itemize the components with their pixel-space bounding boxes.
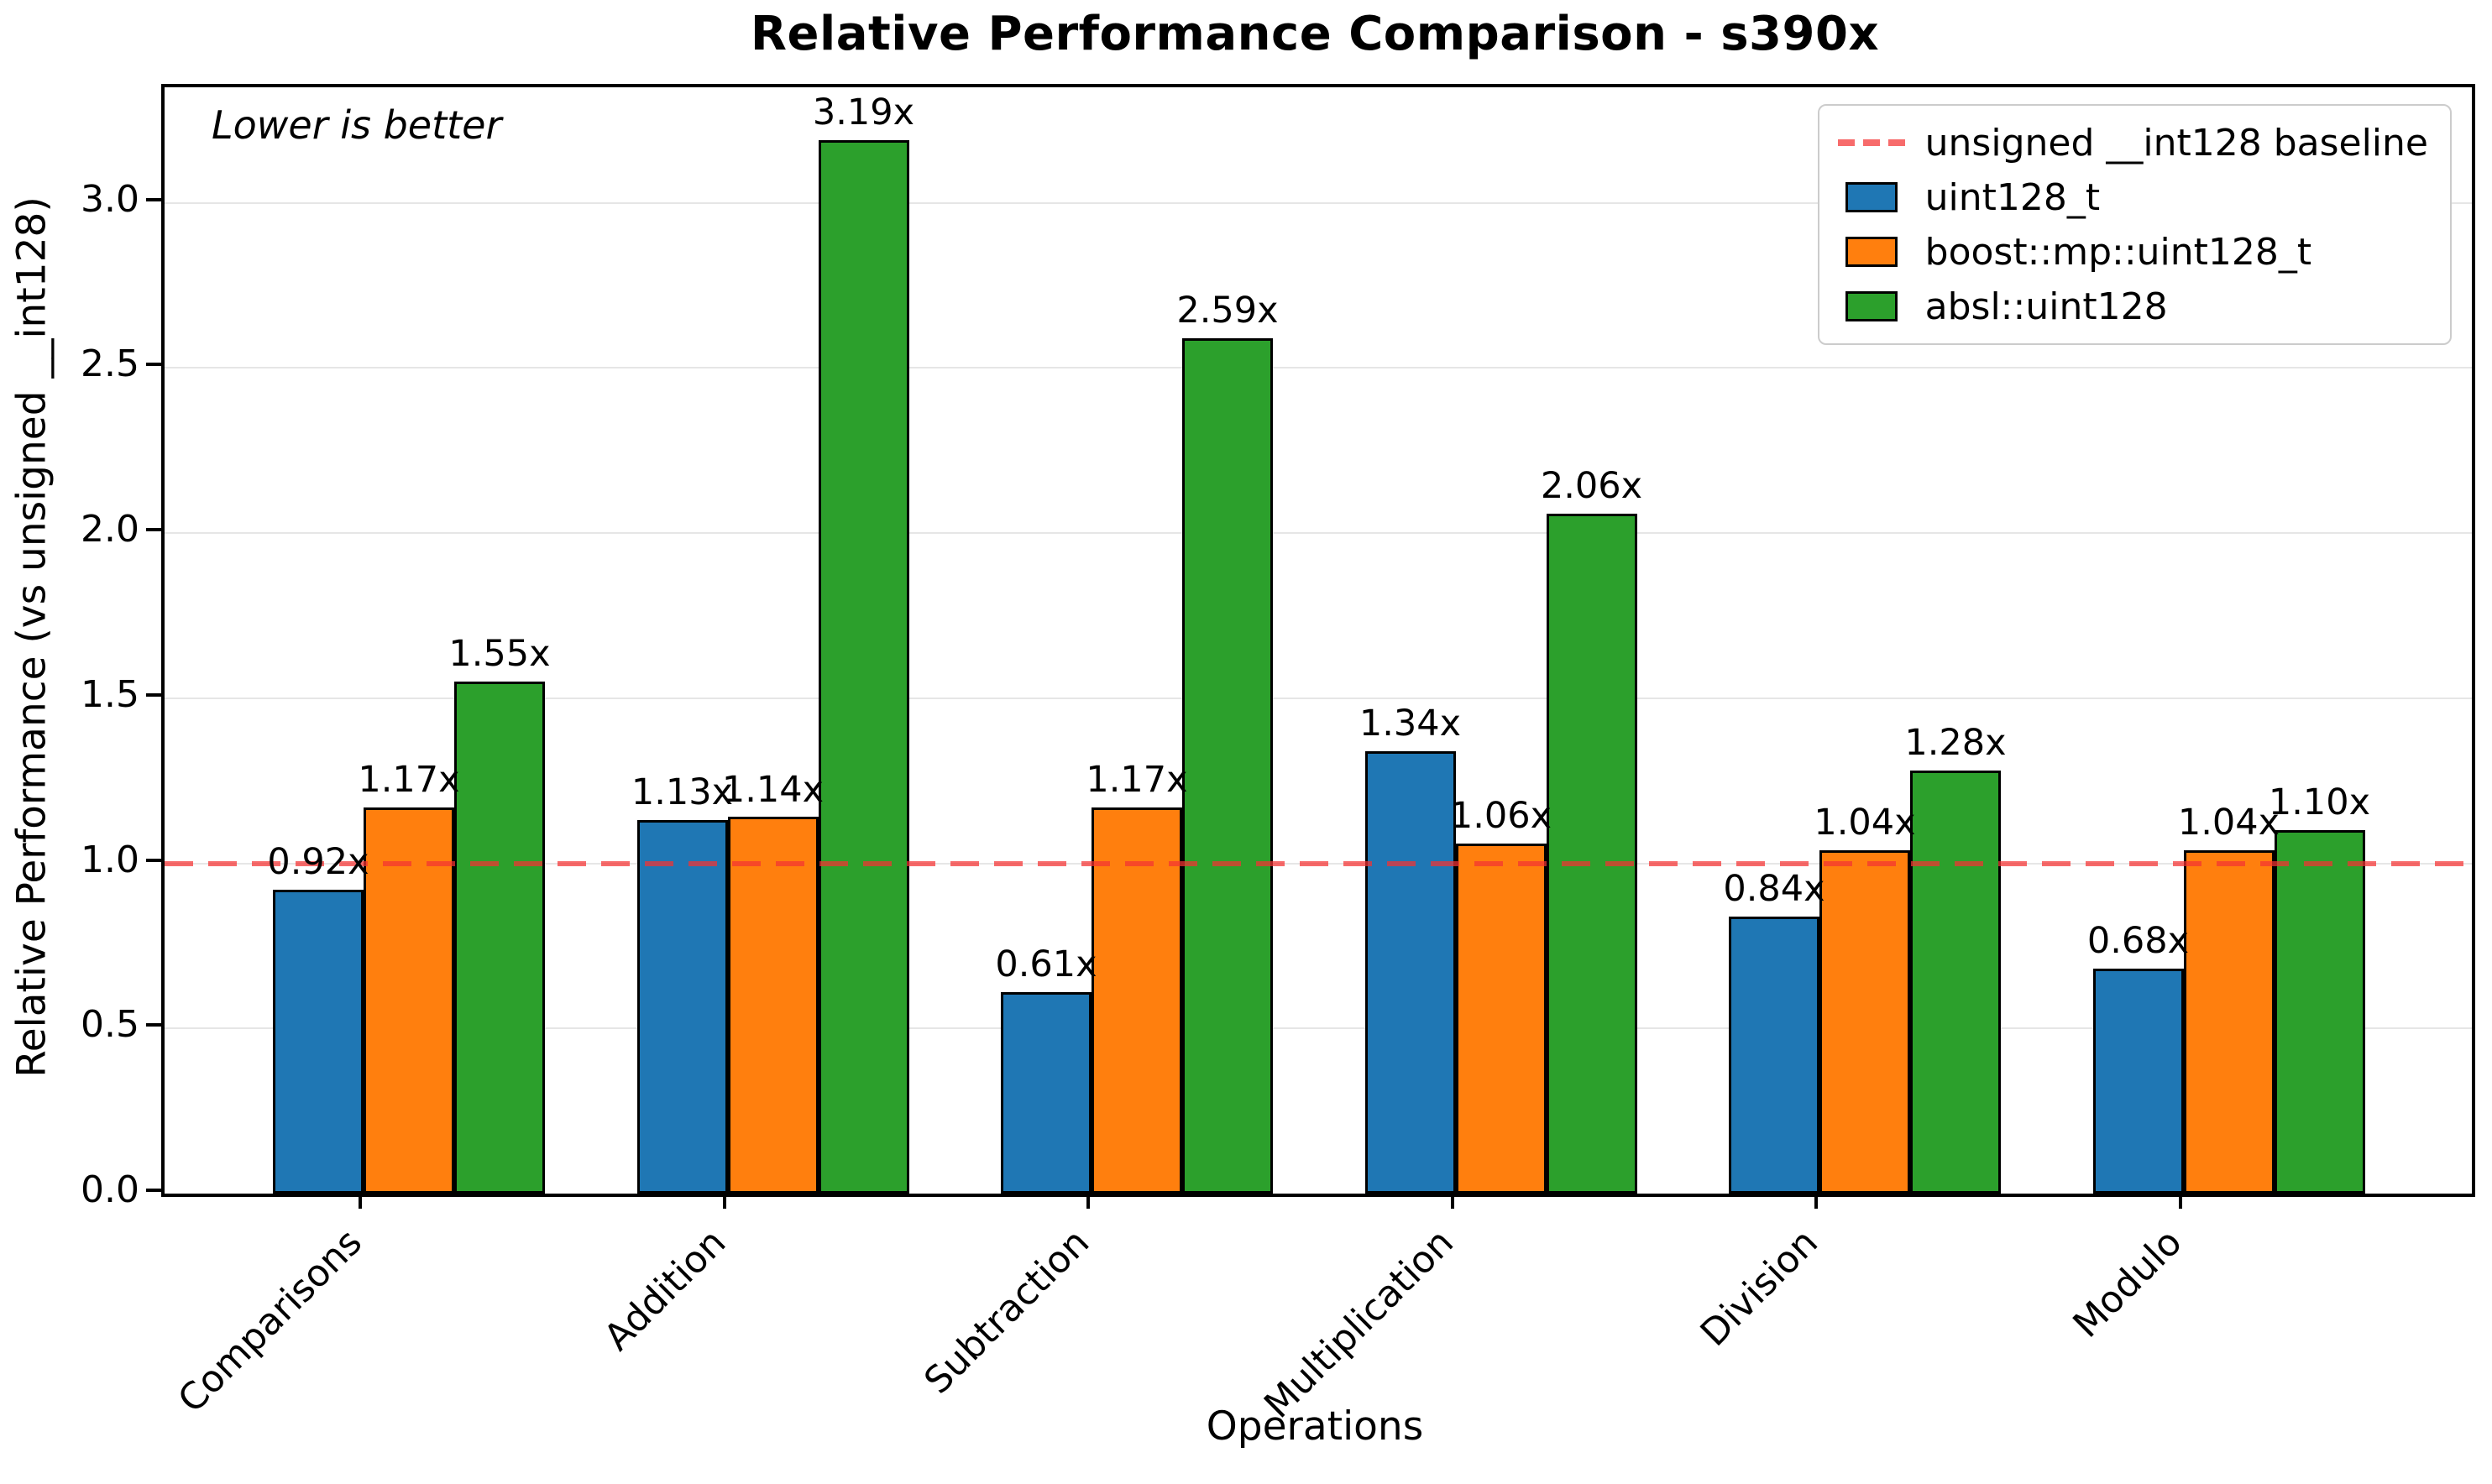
- gridline: [165, 367, 2472, 369]
- bar-value-label: 1.04x: [2177, 801, 2280, 844]
- bar-value-label: 1.10x: [2268, 781, 2371, 824]
- legend-item: boost::mp::uint128_t: [1838, 228, 2428, 275]
- y-axis-tick-label: 0.5: [81, 1003, 139, 1047]
- gridline: [165, 697, 2472, 699]
- x-axis-tick-label: Subtraction: [916, 1220, 1098, 1403]
- plot-area: Lower is better unsigned __int128 baseli…: [161, 84, 2475, 1197]
- legend-swatch: [1838, 237, 1905, 267]
- y-axis-tick-label: 0.0: [81, 1168, 139, 1211]
- x-axis-tick-label: Addition: [595, 1220, 735, 1360]
- legend-label: unsigned __int128 baseline: [1924, 121, 2428, 165]
- bar-value-label: 1.04x: [1814, 801, 1916, 844]
- x-axis-tick: [1814, 1194, 1818, 1209]
- chart-title: Relative Performance Comparison - s390x: [750, 7, 1880, 61]
- legend-swatch: [1838, 291, 1905, 321]
- y-axis-tick-label: 2.5: [81, 342, 139, 386]
- bar-value-label: 1.34x: [1359, 702, 1462, 745]
- x-axis-tick: [359, 1194, 362, 1209]
- y-axis-tick-label: 1.0: [81, 838, 139, 881]
- lower-is-better-annotation: Lower is better: [212, 102, 502, 148]
- y-axis-tick: [146, 858, 161, 862]
- legend-swatch: [1838, 182, 1905, 212]
- bar-boost-mp-uint128-t: [1455, 843, 1547, 1194]
- x-axis-tick-label: Multiplication: [1256, 1220, 1463, 1427]
- bar-value-label: 1.28x: [1904, 722, 2007, 765]
- legend-item: absl::uint128: [1838, 283, 2428, 330]
- bar-absl-uint128: [1910, 771, 2001, 1194]
- bar-absl-uint128: [1546, 513, 1637, 1194]
- x-axis-tick: [722, 1194, 726, 1209]
- x-axis-tick-label: Division: [1692, 1220, 1826, 1355]
- y-axis-tick: [146, 1023, 161, 1027]
- bar-uint128-t: [636, 820, 728, 1194]
- bar-value-label: 1.17x: [1086, 758, 1188, 801]
- bar-value-label: 1.17x: [358, 758, 460, 801]
- x-axis-label: Operations: [1206, 1403, 1424, 1450]
- x-axis-tick-label: Comparisons: [170, 1220, 370, 1422]
- y-axis-tick-label: 1.5: [81, 672, 139, 716]
- bar-boost-mp-uint128-t: [1092, 807, 1182, 1194]
- y-axis-tick: [146, 692, 161, 697]
- y-axis-tick-label: 3.0: [81, 177, 139, 221]
- legend-label: boost::mp::uint128_t: [1924, 230, 2312, 274]
- bar-uint128-t: [1364, 750, 1456, 1194]
- legend-label: uint128_t: [1924, 175, 2101, 219]
- bar-value-label: 2.06x: [1540, 464, 1643, 507]
- bar-uint128-t: [1001, 992, 1092, 1194]
- bar-value-label: 1.06x: [1449, 794, 1552, 837]
- baseline-line: [165, 860, 2472, 866]
- x-axis-tick-label: Modulo: [2065, 1220, 2191, 1346]
- y-axis-tick: [146, 197, 161, 201]
- bar-value-label: 2.59x: [1176, 290, 1279, 332]
- x-axis-tick: [1086, 1194, 1090, 1209]
- y-axis-tick: [146, 528, 161, 532]
- bar-value-label: 0.61x: [995, 943, 1097, 986]
- bar-value-label: 1.14x: [721, 768, 825, 811]
- bar-absl-uint128: [818, 139, 909, 1194]
- x-axis-tick: [1450, 1194, 1454, 1209]
- legend-baseline-dash-icon: [1837, 139, 1905, 146]
- legend-item: unsigned __int128 baseline: [1837, 119, 2428, 166]
- bar-uint128-t: [1729, 916, 1819, 1194]
- legend-label: absl::uint128: [1924, 285, 2168, 328]
- bar-boost-mp-uint128-t: [727, 817, 819, 1194]
- bar-boost-mp-uint128-t: [2183, 849, 2275, 1194]
- bar-value-label: 0.84x: [1723, 867, 1825, 910]
- x-axis-tick: [2178, 1194, 2182, 1209]
- bar-absl-uint128: [2274, 830, 2365, 1194]
- legend-item: uint128_t: [1838, 174, 2428, 221]
- y-axis-tick: [146, 363, 161, 367]
- y-axis-tick: [146, 1189, 161, 1192]
- bar-value-label: 0.92x: [267, 841, 369, 884]
- bar-absl-uint128: [1182, 338, 1273, 1194]
- bar-uint128-t: [2092, 969, 2184, 1194]
- y-axis-tick-label: 2.0: [81, 508, 139, 551]
- gridline: [165, 1027, 2472, 1030]
- bar-value-label: 0.68x: [2086, 920, 2190, 963]
- gridline: [165, 201, 2472, 204]
- bar-value-label: 1.55x: [448, 633, 551, 676]
- bar-value-label: 1.13x: [631, 771, 734, 814]
- bar-uint128-t: [273, 890, 364, 1194]
- y-axis-label: Relative Performance (vs unsigned __int1…: [8, 196, 55, 1078]
- bar-boost-mp-uint128-t: [1819, 849, 1910, 1194]
- bar-boost-mp-uint128-t: [364, 807, 454, 1194]
- bar-value-label: 3.19x: [812, 91, 915, 133]
- bar-absl-uint128: [454, 682, 545, 1194]
- gridline: [165, 532, 2472, 535]
